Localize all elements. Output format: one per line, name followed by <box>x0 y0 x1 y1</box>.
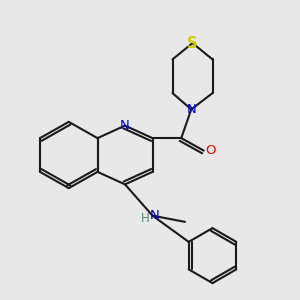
Text: N: N <box>186 103 196 116</box>
Text: N: N <box>120 119 130 132</box>
Text: O: O <box>205 144 215 157</box>
Text: S: S <box>187 36 198 51</box>
Text: H: H <box>141 212 149 225</box>
Text: N: N <box>150 209 160 222</box>
